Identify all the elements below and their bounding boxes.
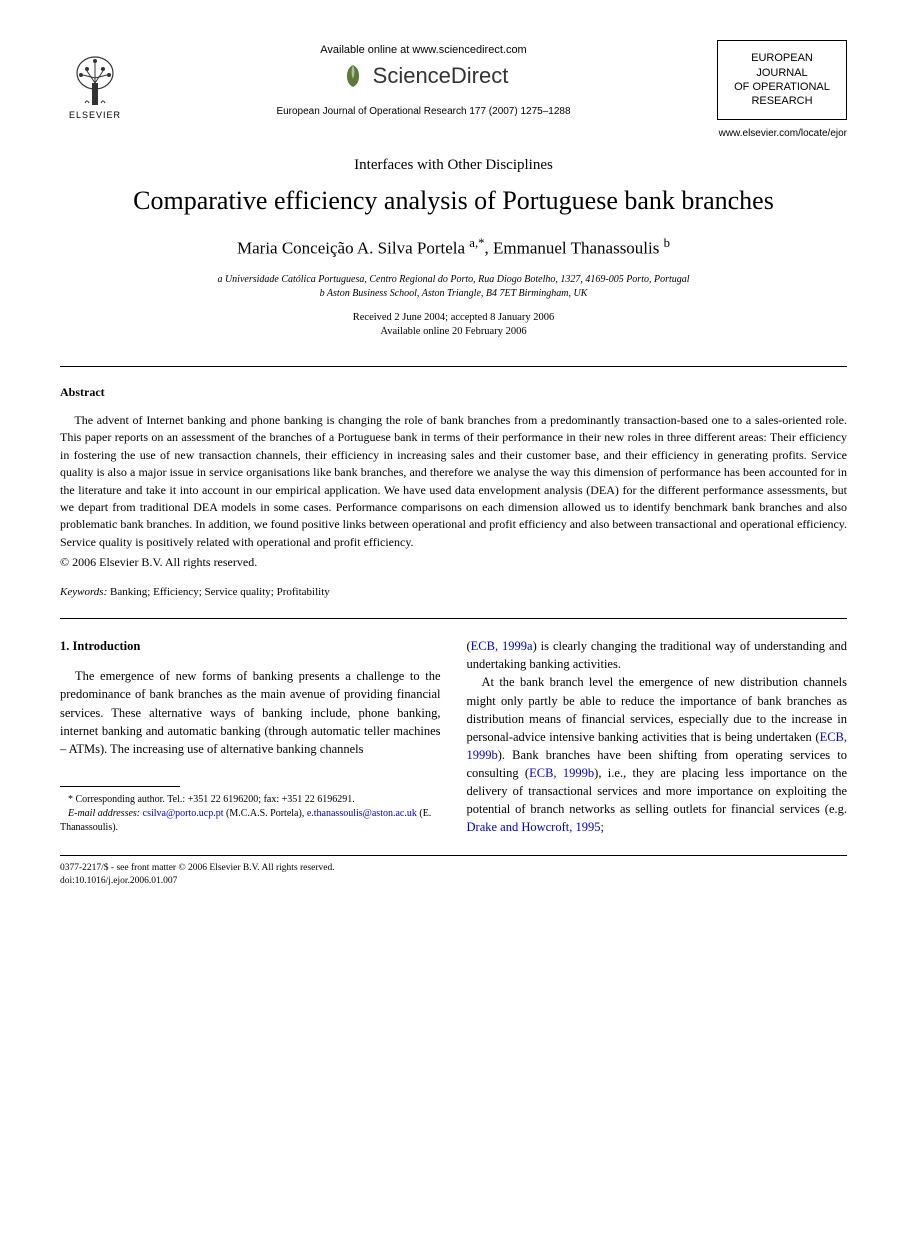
rule-bottom bbox=[60, 618, 847, 619]
journal-box-line: RESEARCH bbox=[751, 94, 812, 108]
abstract-copyright: © 2006 Elsevier B.V. All rights reserved… bbox=[60, 555, 847, 570]
email-link-2[interactable]: e.thanassoulis@aston.ac.uk bbox=[307, 808, 417, 819]
citation-link[interactable]: ECB, 1999b bbox=[529, 766, 594, 780]
journal-box: EUROPEAN JOURNAL OF OPERATIONAL RESEARCH bbox=[717, 40, 847, 120]
journal-reference: European Journal of Operational Research… bbox=[276, 106, 570, 117]
journal-box-line: JOURNAL bbox=[756, 66, 807, 80]
dates-received: Received 2 June 2004; accepted 8 January… bbox=[60, 311, 847, 326]
keywords-label: Keywords: bbox=[60, 586, 107, 598]
section-label: Interfaces with Other Disciplines bbox=[60, 157, 847, 174]
intro-para-left: The emergence of new forms of banking pr… bbox=[60, 667, 441, 758]
intro-heading: 1. Introduction bbox=[60, 637, 441, 655]
intro-para-right-2: At the bank branch level the emergence o… bbox=[467, 673, 848, 836]
doi-line: doi:10.1016/j.ejor.2006.01.007 bbox=[60, 875, 847, 888]
keywords-value: Banking; Efficiency; Service quality; Pr… bbox=[107, 586, 330, 598]
elsevier-logo: ELSEVIER bbox=[60, 40, 130, 120]
sciencedirect-icon bbox=[339, 62, 367, 90]
dates: Received 2 June 2004; accepted 8 January… bbox=[60, 311, 847, 340]
footnote-rule bbox=[60, 786, 180, 787]
affiliations: a Universidade Católica Portuguesa, Cent… bbox=[60, 273, 847, 301]
center-header: Available online at www.sciencedirect.co… bbox=[130, 40, 717, 117]
journal-url: www.elsevier.com/locate/ejor bbox=[60, 128, 847, 139]
intro-para-right-1: (ECB, 1999a) is clearly changing the tra… bbox=[467, 637, 848, 673]
abstract-heading: Abstract bbox=[60, 385, 847, 400]
authors: Maria Conceição A. Silva Portela a,*, Em… bbox=[60, 236, 847, 259]
bottom-rule bbox=[60, 855, 847, 856]
citation-link[interactable]: Drake and Howcroft, 1995; bbox=[467, 820, 604, 834]
keywords: Keywords: Banking; Efficiency; Service q… bbox=[60, 586, 847, 598]
bottom-info: 0377-2217/$ - see front matter © 2006 El… bbox=[60, 862, 847, 889]
available-online-text: Available online at www.sciencedirect.co… bbox=[320, 44, 526, 56]
affiliation-a: a Universidade Católica Portuguesa, Cent… bbox=[60, 273, 847, 287]
text: At the bank branch level the emergence o… bbox=[467, 675, 848, 743]
front-matter-line: 0377-2217/$ - see front matter © 2006 El… bbox=[60, 862, 847, 875]
sciencedirect-row: ScienceDirect bbox=[339, 62, 509, 90]
journal-box-line: OF OPERATIONAL bbox=[734, 80, 830, 94]
email-link-1[interactable]: csilva@porto.ucp.pt bbox=[143, 808, 224, 819]
citation-link[interactable]: ECB, 1999a bbox=[471, 639, 533, 653]
journal-box-container: EUROPEAN JOURNAL OF OPERATIONAL RESEARCH bbox=[717, 40, 847, 120]
dates-online: Available online 20 February 2006 bbox=[60, 325, 847, 340]
article-title: Comparative efficiency analysis of Portu… bbox=[60, 186, 847, 216]
left-column: 1. Introduction The emergence of new for… bbox=[60, 637, 441, 836]
journal-box-line: EUROPEAN bbox=[751, 51, 813, 65]
rule-top bbox=[60, 366, 847, 367]
footnote-emails: E-mail addresses: csilva@porto.ucp.pt (M… bbox=[60, 807, 441, 835]
sciencedirect-label: ScienceDirect bbox=[373, 63, 509, 89]
elsevier-tree-icon bbox=[65, 53, 125, 108]
body-columns: 1. Introduction The emergence of new for… bbox=[60, 637, 847, 836]
affiliation-b: b Aston Business School, Aston Triangle,… bbox=[60, 287, 847, 301]
footnote-email-label: E-mail addresses: bbox=[68, 808, 140, 819]
elsevier-label: ELSEVIER bbox=[69, 110, 121, 120]
right-column: (ECB, 1999a) is clearly changing the tra… bbox=[467, 637, 848, 836]
header-row: ELSEVIER Available online at www.science… bbox=[60, 40, 847, 120]
email-name-1: (M.C.A.S. Portela), bbox=[223, 808, 306, 819]
abstract-body: The advent of Internet banking and phone… bbox=[60, 412, 847, 551]
footnote-corresponding: * Corresponding author. Tel.: +351 22 61… bbox=[60, 793, 441, 807]
